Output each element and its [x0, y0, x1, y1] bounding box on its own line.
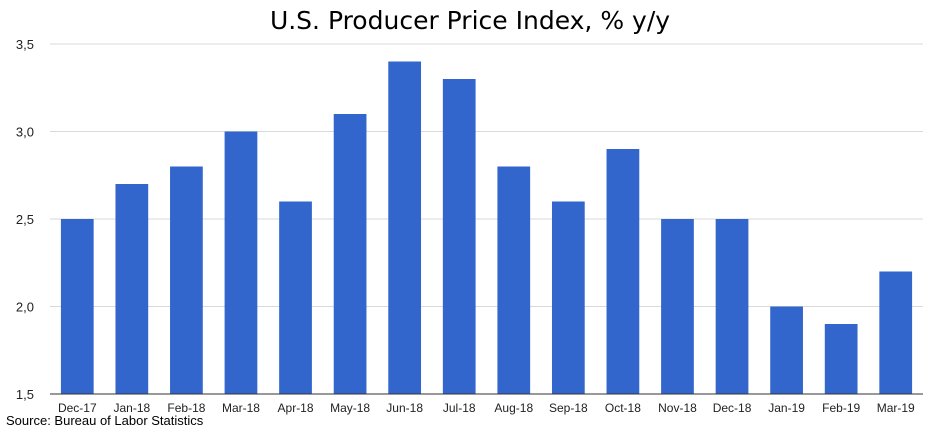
x-tick-label: Oct-18 — [605, 401, 641, 415]
source-note: Source: Bureau of Labor Statistics — [6, 413, 204, 428]
x-tick-label: Jan-19 — [768, 401, 805, 415]
bar — [442, 79, 476, 394]
bars — [60, 61, 913, 394]
bar — [388, 61, 422, 394]
x-tick-label: Mar-19 — [877, 401, 915, 415]
bar — [661, 219, 694, 394]
bar — [606, 149, 640, 394]
bar — [170, 166, 203, 394]
bar — [333, 114, 367, 394]
x-tick-label: Jan-18 — [113, 401, 150, 415]
x-axis-tick-labels: Dec-17 Jan-18 Feb-18 Mar-18 Apr-18 May-18 Jun-… — [58, 401, 915, 415]
y-tick-label: 3,5 — [16, 37, 34, 52]
bar — [497, 166, 531, 394]
bar — [115, 184, 149, 394]
x-tick-label: Dec-17 — [58, 401, 97, 415]
x-tick-label: Dec-18 — [713, 401, 752, 415]
x-tick-label: Jul-18 — [443, 401, 476, 415]
bar — [551, 201, 585, 394]
bar — [279, 201, 312, 394]
x-tick-label: Apr-18 — [278, 401, 314, 415]
y-tick-label: 2,0 — [16, 300, 34, 315]
x-tick-label: Nov-18 — [658, 401, 697, 415]
chart-title: U.S. Producer Price Index, % y/y — [269, 6, 671, 35]
bar — [770, 306, 803, 394]
x-tick-label: Mar-18 — [222, 401, 260, 415]
x-tick-label: Sep-18 — [549, 401, 588, 415]
y-tick-label: 1,5 — [16, 387, 34, 402]
x-tick-label: Aug-18 — [494, 401, 533, 415]
bar — [824, 324, 858, 394]
bar — [879, 271, 913, 394]
y-axis-tick-labels: 1,5 2,0 2,5 3,0 3,5 — [16, 37, 34, 402]
bar — [224, 131, 258, 394]
x-tick-label: Feb-19 — [822, 401, 860, 415]
bar — [60, 219, 94, 394]
x-tick-label: Feb-18 — [167, 401, 205, 415]
bar — [715, 219, 749, 394]
y-tick-label: 2,5 — [16, 212, 34, 227]
y-tick-label: 3,0 — [16, 125, 34, 140]
x-tick-label: May-18 — [330, 401, 370, 415]
x-tick-label: Jun-18 — [386, 401, 423, 415]
